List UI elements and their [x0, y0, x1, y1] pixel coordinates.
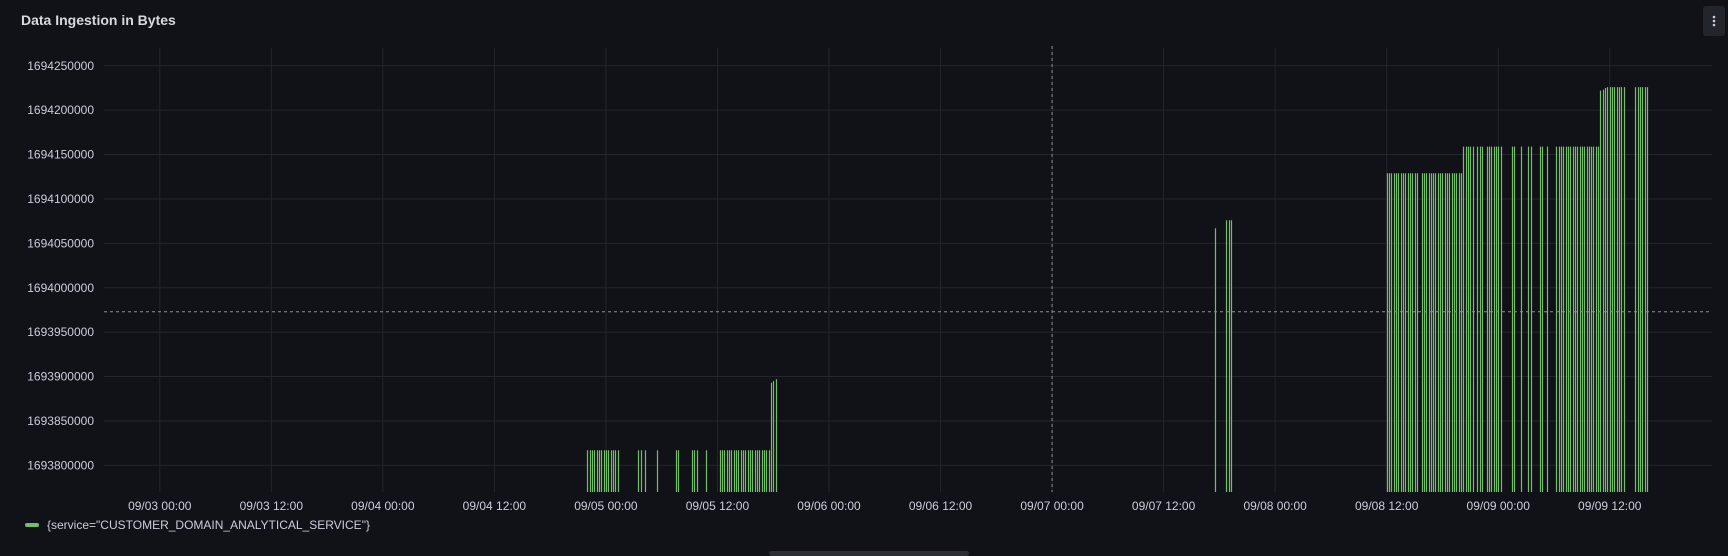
- horizontal-scrollbar[interactable]: [769, 551, 969, 556]
- x-tick-label: 09/05 00:00: [574, 499, 638, 512]
- panel-menu-button[interactable]: [1703, 6, 1725, 36]
- x-tick-label: 09/09 00:00: [1467, 499, 1531, 512]
- legend-swatch: [25, 523, 39, 527]
- y-tick-label: 1693950000: [27, 325, 94, 339]
- x-tick-label: 09/03 12:00: [240, 499, 304, 512]
- y-tick-label: 1694200000: [27, 103, 94, 117]
- y-tick-label: 1694250000: [27, 59, 94, 73]
- x-tick-label: 09/08 12:00: [1355, 499, 1419, 512]
- legend-item[interactable]: {service="CUSTOMER_DOMAIN_ANALYTICAL_SER…: [25, 518, 370, 532]
- y-tick-label: 1694100000: [27, 192, 94, 206]
- chart-grid: [104, 48, 1712, 492]
- x-tick-label: 09/06 00:00: [797, 499, 861, 512]
- x-tick-label: 09/04 12:00: [463, 499, 527, 512]
- y-tick-label: 1694000000: [27, 281, 94, 295]
- legend-label: {service="CUSTOMER_DOMAIN_ANALYTICAL_SER…: [47, 518, 370, 532]
- crosshair: [104, 46, 1712, 492]
- y-tick-label: 1693900000: [27, 370, 94, 384]
- y-tick-label: 1693800000: [27, 458, 94, 472]
- x-tick-label: 09/05 12:00: [686, 499, 750, 512]
- y-tick-label: 1694050000: [27, 236, 94, 250]
- x-tick-label: 09/09 12:00: [1578, 499, 1642, 512]
- x-axis-ticks: 09/03 00:00 09/03 12:00 09/04 00:00 09/04 1…: [128, 499, 1642, 512]
- x-tick-label: 09/07 12:00: [1132, 499, 1196, 512]
- y-axis-ticks: 1693800000 1693850000 1693900000 1693950000…: [27, 59, 94, 473]
- time-series-chart[interactable]: 1693800000 1693850000 1693900000 1693950000…: [0, 0, 1728, 512]
- x-tick-label: 09/03 00:00: [128, 499, 192, 512]
- y-tick-label: 1693850000: [27, 414, 94, 428]
- x-tick-label: 09/04 00:00: [351, 499, 415, 512]
- vertical-ellipsis-icon: [1712, 15, 1716, 27]
- panel-title: Data Ingestion in Bytes: [21, 12, 176, 28]
- x-tick-label: 09/06 12:00: [909, 499, 973, 512]
- series-bars: [586, 87, 1649, 492]
- y-tick-label: 1694150000: [27, 148, 94, 162]
- x-tick-label: 09/07 00:00: [1020, 499, 1084, 512]
- x-tick-label: 09/08 00:00: [1243, 499, 1307, 512]
